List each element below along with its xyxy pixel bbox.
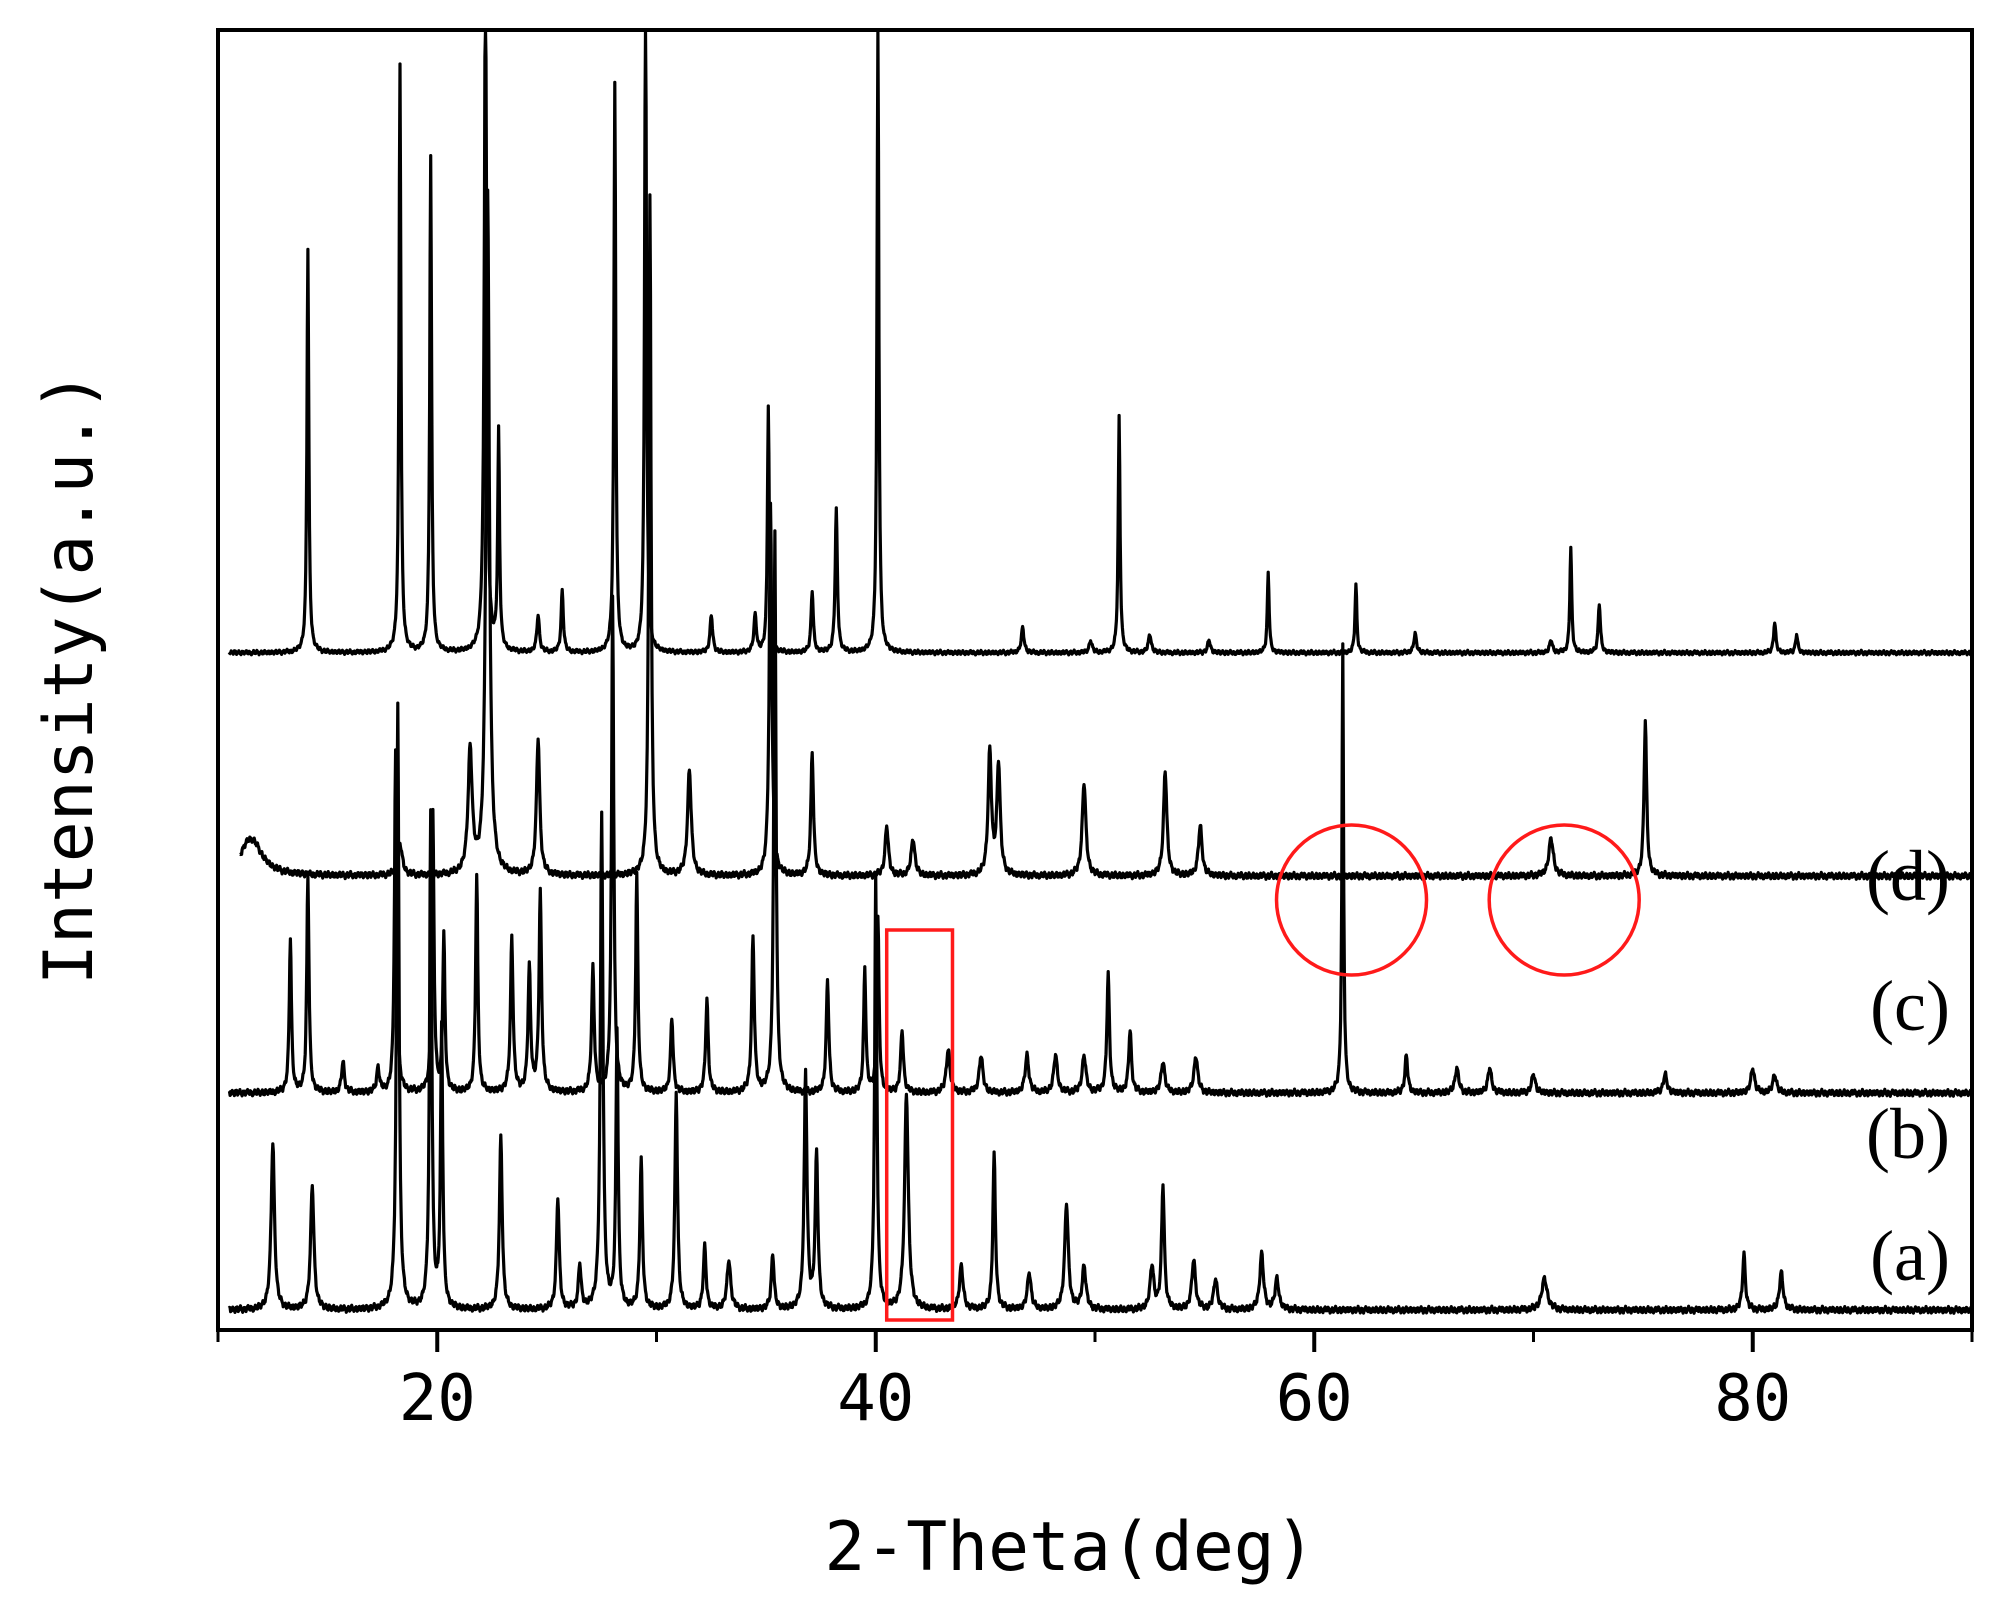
plot-frame: [216, 28, 1974, 1332]
x-tick-label: 20: [399, 1362, 476, 1436]
highlight-rectangle: [884, 928, 955, 1322]
series-line-d: [227, 28, 1973, 657]
plot-border: [216, 28, 1974, 1332]
x-axis-title: 2-Theta(deg): [824, 1508, 1315, 1587]
highlight-circle: [1274, 823, 1429, 977]
y-axis-title: Intensity(a.u.): [30, 371, 109, 985]
highlight-circle: [1487, 823, 1641, 977]
x-tick-label: 60: [1276, 1362, 1353, 1436]
x-axis: 20 40 60 80: [216, 1330, 1974, 1436]
series-label-c: (c): [1870, 966, 1950, 1046]
series-line-b: [227, 529, 1974, 1098]
series-layer: [227, 28, 1974, 1315]
series-line-a: [227, 701, 1974, 1315]
x-tick-label: 80: [1714, 1362, 1791, 1436]
series-label-d: (d): [1866, 836, 1950, 916]
series-label-b: (b): [1866, 1094, 1950, 1174]
x-tick-label: 40: [837, 1362, 914, 1436]
series-line-c: [238, 188, 1973, 881]
annotation-layer: [884, 823, 1641, 1322]
series-label-a: (a): [1870, 1216, 1950, 1296]
